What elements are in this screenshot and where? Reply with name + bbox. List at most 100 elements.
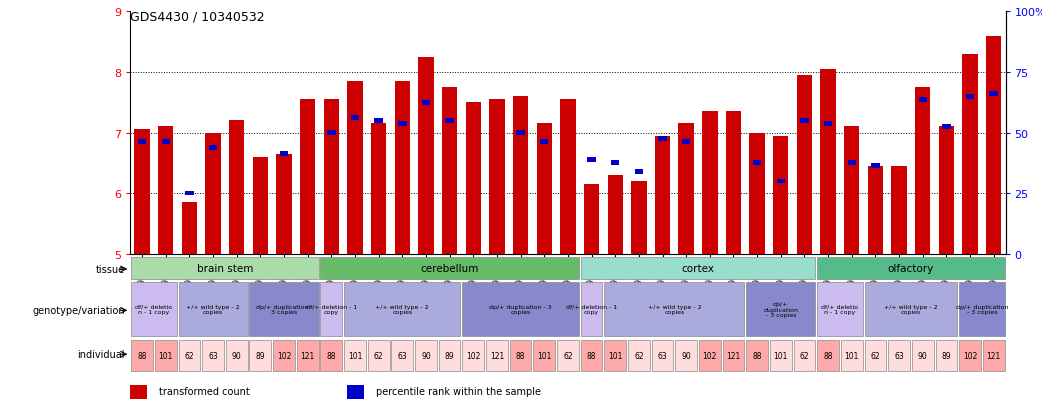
Text: 121: 121 — [987, 351, 1000, 360]
Text: GDS4430 / 10340532: GDS4430 / 10340532 — [130, 10, 265, 23]
Text: +/+ wild type - 2
copies: +/+ wild type - 2 copies — [647, 304, 701, 315]
Bar — [513, 97, 528, 254]
Bar — [915, 88, 931, 254]
Bar — [327, 131, 336, 135]
Bar — [865, 282, 958, 336]
Text: +/+ wild type - 2
copies: +/+ wild type - 2 copies — [375, 304, 429, 315]
Bar — [820, 70, 836, 254]
Bar — [138, 140, 146, 145]
Bar — [229, 121, 245, 254]
Bar — [746, 282, 815, 336]
Text: 101: 101 — [158, 351, 173, 360]
Bar — [490, 100, 504, 254]
Bar — [844, 127, 860, 254]
Text: 88: 88 — [823, 351, 833, 360]
Bar — [273, 340, 295, 371]
Bar — [817, 257, 1004, 279]
Bar — [463, 282, 578, 336]
Text: 89: 89 — [942, 351, 951, 360]
Text: cerebellum: cerebellum — [420, 263, 478, 273]
Bar — [681, 140, 691, 145]
Bar — [797, 76, 812, 254]
Bar — [422, 101, 430, 105]
Text: 62: 62 — [374, 351, 383, 360]
Bar — [865, 340, 887, 371]
Bar — [557, 340, 578, 371]
Text: 90: 90 — [918, 351, 927, 360]
Bar — [537, 124, 552, 254]
Bar — [131, 257, 319, 279]
Bar — [580, 282, 602, 336]
Bar — [300, 100, 316, 254]
Text: 62: 62 — [184, 351, 194, 360]
Bar — [463, 340, 485, 371]
Bar — [871, 164, 879, 169]
Text: dp/+ duplication
- 3 copies: dp/+ duplication - 3 copies — [956, 304, 1008, 315]
Bar — [158, 127, 173, 254]
Bar — [749, 133, 765, 254]
Bar — [659, 137, 667, 142]
Bar — [276, 154, 292, 254]
Bar — [794, 340, 815, 371]
Bar — [631, 182, 646, 254]
Bar — [398, 122, 406, 126]
Bar — [324, 100, 339, 254]
Bar — [841, 340, 863, 371]
Bar — [155, 340, 176, 371]
Bar — [351, 116, 359, 121]
Bar — [208, 146, 218, 151]
Text: 90: 90 — [421, 351, 430, 360]
Text: 102: 102 — [702, 351, 717, 360]
Bar — [540, 140, 548, 145]
Text: 121: 121 — [490, 351, 504, 360]
Bar — [635, 170, 643, 175]
Text: 121: 121 — [726, 351, 741, 360]
Bar — [280, 152, 289, 157]
Text: 89: 89 — [255, 351, 265, 360]
Bar — [344, 340, 366, 371]
Bar — [418, 58, 433, 254]
Bar — [249, 282, 319, 336]
Bar — [868, 166, 884, 254]
Bar — [817, 340, 839, 371]
Bar — [611, 161, 619, 166]
Bar — [347, 385, 364, 399]
Bar — [347, 82, 363, 254]
Bar — [654, 136, 670, 254]
Bar — [607, 176, 623, 254]
Text: 63: 63 — [658, 351, 667, 360]
Bar — [205, 133, 221, 254]
Bar — [131, 282, 176, 336]
Text: 62: 62 — [563, 351, 573, 360]
Bar — [912, 340, 934, 371]
Bar — [442, 88, 457, 254]
Bar — [445, 119, 454, 123]
Bar — [675, 340, 697, 371]
Bar — [181, 203, 197, 254]
Bar — [990, 92, 998, 96]
Bar — [702, 112, 718, 254]
Text: percentile rank within the sample: percentile rank within the sample — [376, 386, 541, 396]
Bar — [162, 140, 170, 145]
Bar — [561, 100, 575, 254]
Bar — [960, 282, 1004, 336]
Bar — [942, 125, 950, 130]
Bar — [824, 122, 833, 126]
Bar — [368, 340, 390, 371]
Text: 88: 88 — [326, 351, 337, 360]
Text: dp/+ duplication -
3 copies: dp/+ duplication - 3 copies — [255, 304, 313, 315]
Text: 90: 90 — [681, 351, 691, 360]
Bar — [753, 161, 762, 166]
Text: tissue: tissue — [96, 264, 125, 274]
Bar — [888, 340, 910, 371]
Bar — [678, 124, 694, 254]
Text: 62: 62 — [634, 351, 644, 360]
Bar — [966, 95, 974, 100]
Bar — [936, 340, 958, 371]
Bar — [202, 340, 224, 371]
Text: +/+ wild type - 2
copies: +/+ wild type - 2 copies — [187, 304, 240, 315]
Bar — [392, 340, 414, 371]
Text: 88: 88 — [138, 351, 147, 360]
Text: df/+ deletion - 1
copy: df/+ deletion - 1 copy — [566, 304, 617, 315]
Text: 63: 63 — [397, 351, 407, 360]
